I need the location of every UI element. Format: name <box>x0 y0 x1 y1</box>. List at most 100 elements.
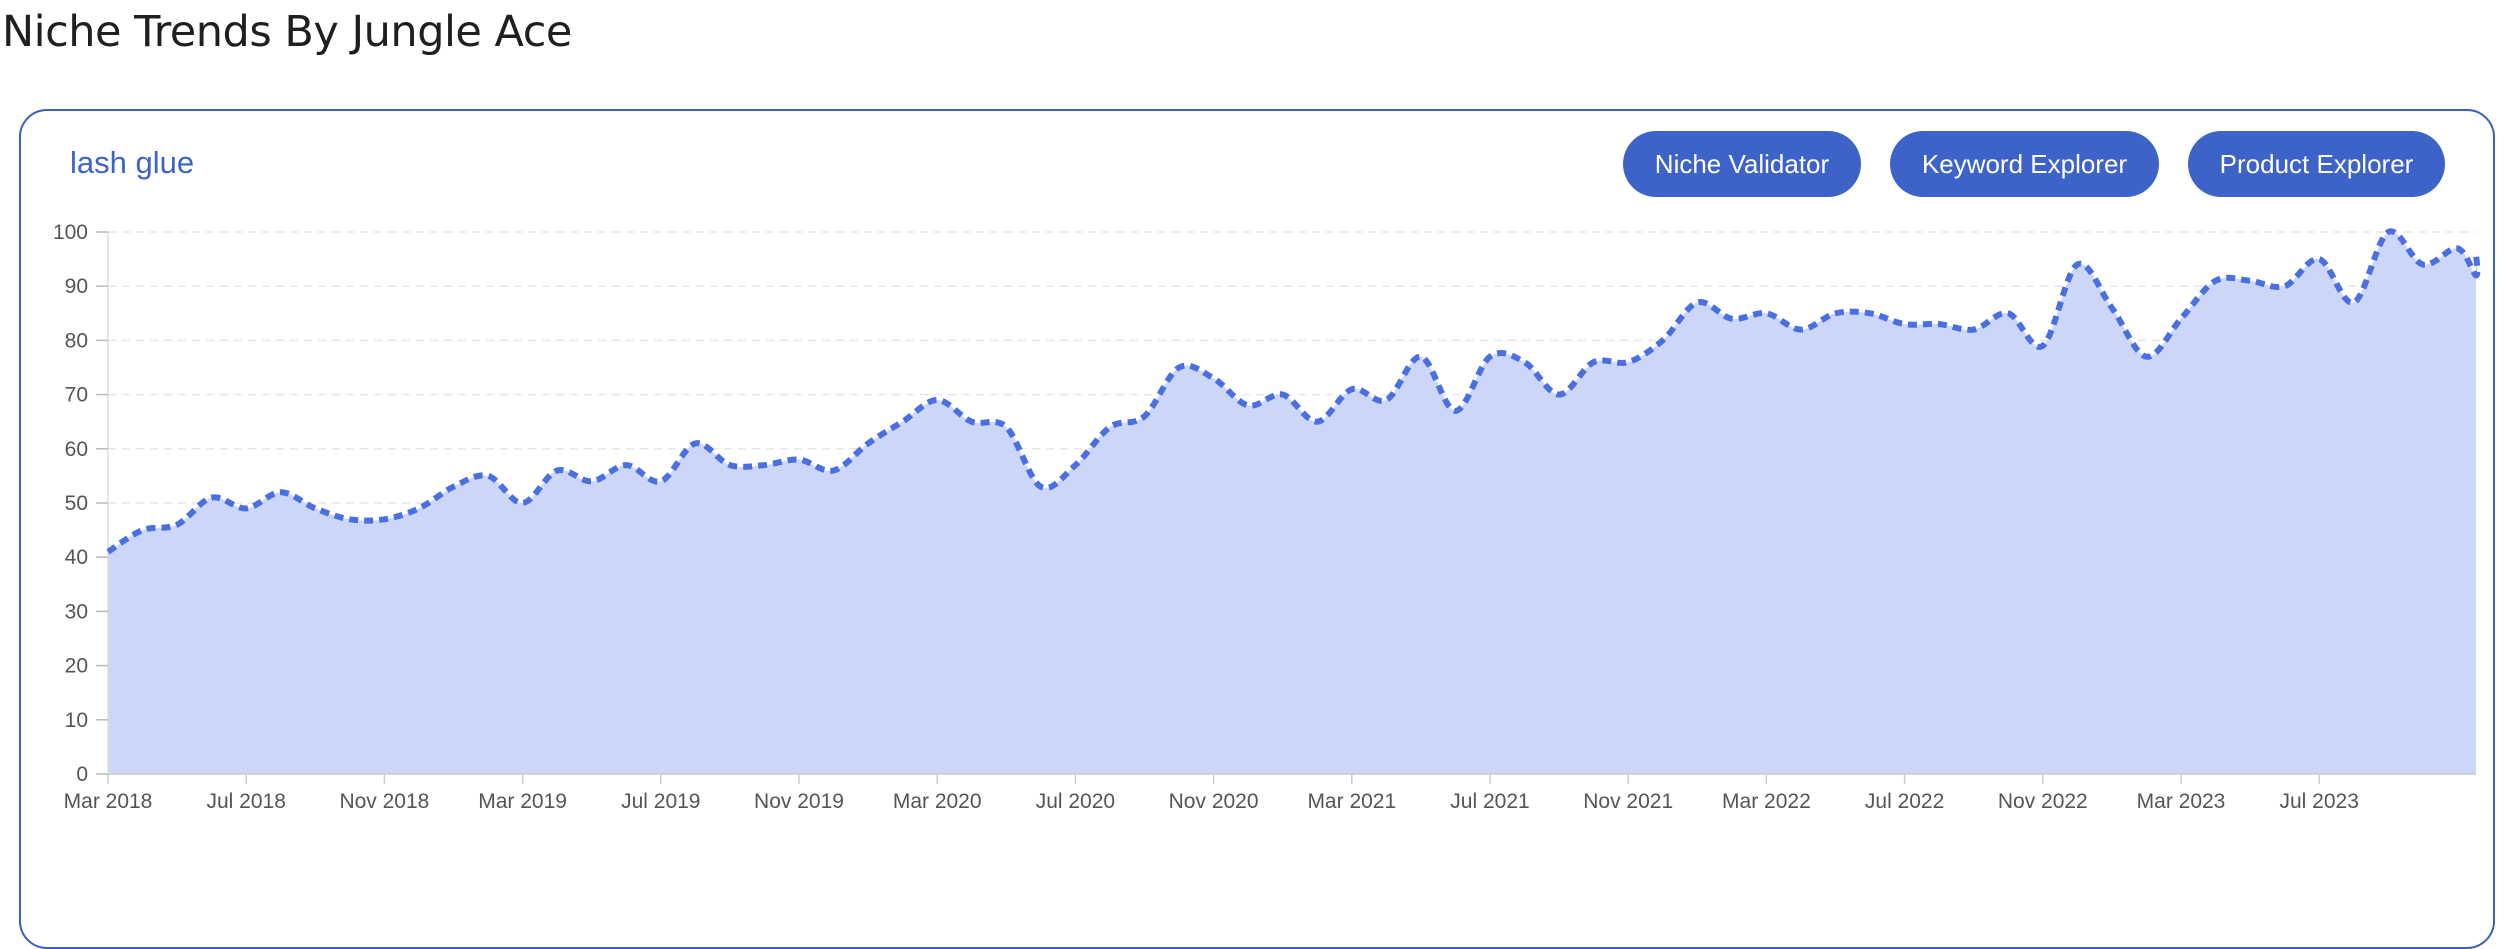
data-point <box>520 500 526 506</box>
data-point <box>554 468 560 474</box>
data-point <box>278 489 284 495</box>
data-point <box>1383 397 1389 403</box>
data-point <box>1418 354 1424 360</box>
x-tick-label: Jul 2019 <box>621 790 700 813</box>
y-tick-label: 90 <box>65 275 88 298</box>
x-tick-label: Jul 2021 <box>1450 790 1529 813</box>
data-point <box>2074 262 2080 268</box>
data-point <box>1211 375 1217 381</box>
data-point <box>1798 327 1804 333</box>
data-point <box>485 473 491 479</box>
y-tick-label: 10 <box>65 709 88 732</box>
x-tick-label: Jul 2020 <box>1036 790 1115 813</box>
data-point <box>796 457 802 463</box>
data-point <box>2454 245 2460 251</box>
series-area <box>108 231 2478 774</box>
data-point <box>140 527 146 533</box>
x-tick-label: Mar 2018 <box>64 790 153 813</box>
area-fill <box>108 231 2478 774</box>
data-point <box>934 397 940 403</box>
data-point <box>1556 392 1562 398</box>
data-point <box>1280 392 1286 398</box>
data-point <box>2213 278 2219 284</box>
x-tick-label: Mar 2022 <box>1722 790 1811 813</box>
data-point <box>761 462 767 468</box>
keyword-title: lash glue <box>70 145 195 180</box>
data-point <box>416 505 422 511</box>
x-tick-label: Nov 2021 <box>1583 790 1673 813</box>
product-explorer-button[interactable]: Product Explorer <box>2188 131 2445 197</box>
data-point <box>2351 300 2357 306</box>
data-point <box>209 495 215 501</box>
y-tick-label: 50 <box>65 492 88 515</box>
x-tick-label: Mar 2020 <box>893 790 982 813</box>
x-tick-label: Mar 2021 <box>1307 790 1396 813</box>
x-axis-ticks: Mar 2018 Jul 2018 Nov 2018 Mar 2019 Jul 2019… <box>64 774 2359 813</box>
data-point <box>381 516 387 522</box>
x-tick-label: Jul 2018 <box>206 790 285 813</box>
series-line <box>106 228 2481 555</box>
data-point <box>2316 256 2322 262</box>
data-point <box>1487 354 1493 360</box>
data-point <box>969 419 975 425</box>
x-tick-label: Jul 2022 <box>1865 790 1944 813</box>
keyword-explorer-button[interactable]: Keyword Explorer <box>1890 131 2159 197</box>
trend-line <box>106 228 2481 555</box>
data-point <box>2040 343 2046 349</box>
data-point <box>831 468 837 474</box>
data-point <box>1349 386 1355 392</box>
y-tick-label: 40 <box>65 546 88 569</box>
data-point <box>1729 316 1735 322</box>
y-axis-ticks: 0 10 20 30 40 50 60 70 80 90 100 <box>53 221 108 786</box>
data-point <box>347 516 353 522</box>
data-point <box>2143 354 2149 360</box>
data-point <box>1176 365 1182 371</box>
data-point <box>900 419 906 425</box>
data-point <box>1660 337 1666 343</box>
data-point <box>1072 462 1078 468</box>
data-point <box>312 505 318 511</box>
data-point <box>692 440 698 446</box>
x-tick-label: Nov 2022 <box>1998 790 2088 813</box>
data-point <box>2473 251 2479 257</box>
niche-validator-button[interactable]: Niche Validator <box>1623 131 1861 197</box>
data-point <box>2247 278 2253 284</box>
data-point <box>2385 229 2391 235</box>
y-tick-label: 20 <box>65 655 88 678</box>
data-point <box>1867 310 1873 316</box>
trend-chart: 0 10 20 30 40 50 60 70 80 90 100 Mar 2018 Jul 2018 N… <box>53 221 2481 813</box>
data-point <box>727 462 733 468</box>
x-tick-label: Mar 2019 <box>478 790 567 813</box>
data-point <box>658 478 664 484</box>
data-point <box>2005 310 2011 316</box>
data-point <box>243 505 249 511</box>
x-tick-label: Mar 2023 <box>2137 790 2226 813</box>
data-point <box>1936 321 1942 327</box>
data-point <box>1522 359 1528 365</box>
data-point <box>2178 316 2184 322</box>
y-tick-label: 80 <box>65 329 88 352</box>
data-point <box>2109 305 2115 311</box>
data-point <box>1833 310 1839 316</box>
y-tick-label: 100 <box>53 221 88 244</box>
data-point <box>2420 262 2426 268</box>
data-point <box>1763 310 1769 316</box>
data-point <box>1142 413 1148 419</box>
data-point <box>1003 424 1009 430</box>
y-tick-label: 0 <box>76 763 88 786</box>
data-point <box>2282 283 2288 289</box>
data-point <box>865 440 871 446</box>
data-point <box>623 462 629 468</box>
x-tick-label: Nov 2019 <box>754 790 844 813</box>
data-point <box>1038 484 1044 490</box>
data-point <box>174 522 180 528</box>
data-point <box>1314 419 1320 425</box>
data-point <box>1452 408 1458 414</box>
data-point <box>1902 321 1908 327</box>
x-tick-label: Nov 2020 <box>1169 790 1259 813</box>
y-tick-label: 70 <box>65 384 88 407</box>
data-point <box>1245 402 1251 408</box>
data-point <box>589 478 595 484</box>
page-title: Niche Trends By Jungle Ace <box>2 7 572 57</box>
y-tick-label: 30 <box>65 600 88 623</box>
